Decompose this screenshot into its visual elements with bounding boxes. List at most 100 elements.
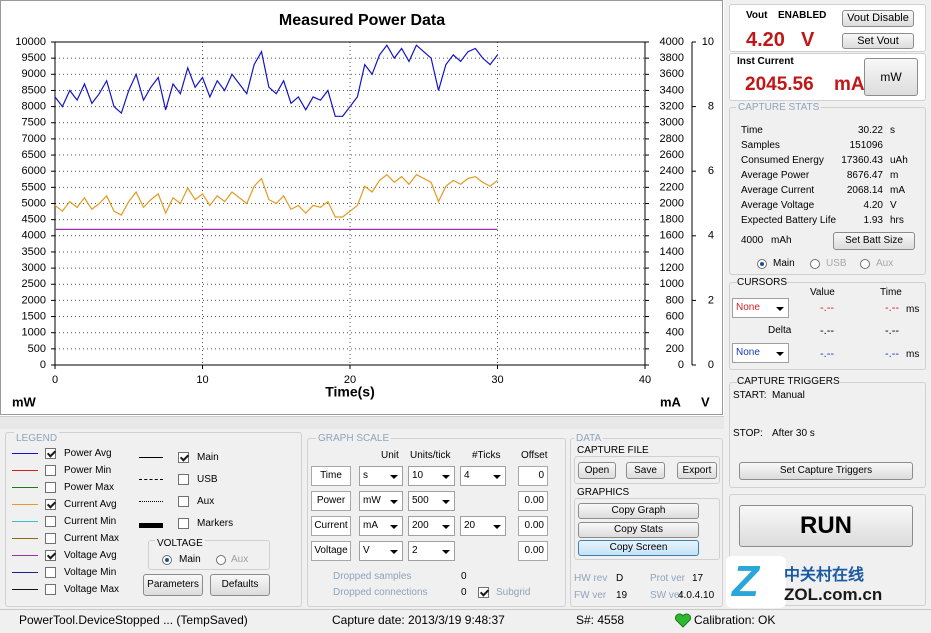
radio-label: USB — [826, 258, 847, 269]
legend-checkbox[interactable] — [45, 516, 56, 527]
unit-select[interactable]: mW — [359, 491, 403, 511]
legend-checkbox[interactable] — [45, 499, 56, 510]
offset-input[interactable]: 0.00 — [518, 516, 548, 536]
vout-disable-button[interactable]: Vout Disable — [842, 10, 914, 27]
line-style-checkbox[interactable] — [178, 474, 189, 485]
set-triggers-button[interactable]: Set Capture Triggers — [739, 462, 913, 480]
x-tick-label: 0 — [52, 374, 58, 386]
group-title: VOLTAGE — [155, 537, 205, 551]
capture-file-group — [574, 456, 720, 484]
graphics-button[interactable]: Copy Stats — [578, 521, 699, 538]
capture-file-button[interactable]: Save — [626, 462, 665, 479]
line-style-checkbox[interactable] — [178, 518, 189, 529]
per-tick-select[interactable]: 2 — [408, 541, 455, 561]
radio[interactable] — [860, 259, 870, 269]
offset-input[interactable]: 0 — [518, 466, 548, 486]
y2-tick-label: 1800 — [660, 214, 684, 226]
column-header: Units/tick — [410, 450, 451, 461]
subgrid-checkbox[interactable] — [478, 587, 489, 598]
run-button[interactable]: RUN — [739, 505, 913, 547]
unit-select[interactable]: mA — [359, 516, 403, 536]
legend-entry: Voltage Avg — [64, 550, 117, 561]
chart: Measured Power Data Time(s) mW mA V 0 500… — [0, 0, 724, 416]
line-style-checkbox[interactable] — [178, 496, 189, 507]
legend-entry: Current Avg — [64, 499, 117, 510]
unit-select[interactable]: s — [359, 466, 403, 486]
offset-input[interactable]: 0.00 — [518, 491, 548, 511]
graphics-button[interactable]: Copy Screen — [578, 540, 699, 556]
y2-tick-label: 3400 — [660, 84, 684, 96]
legend-entry: Voltage Max — [64, 584, 120, 595]
radio[interactable] — [757, 259, 767, 269]
legend-swatch — [12, 555, 38, 556]
graphics-button[interactable]: Copy Graph — [578, 503, 699, 519]
legend-checkbox[interactable] — [45, 584, 56, 595]
y-tick-label: 3000 — [22, 262, 46, 274]
y2-tick-label: 2000 — [660, 197, 684, 209]
line-style-checkbox[interactable] — [178, 452, 189, 463]
stat-label: Average Voltage — [741, 200, 815, 211]
legend-checkbox[interactable] — [45, 533, 56, 544]
parameters-button[interactable]: Parameters — [143, 574, 203, 596]
unit-toggle-button[interactable]: mW — [864, 58, 918, 96]
cursor-select[interactable]: None — [732, 343, 789, 363]
offset-input[interactable]: 0.00 — [518, 541, 548, 561]
per-tick-select[interactable]: 200 — [408, 516, 455, 536]
stat-label: Average Current — [741, 185, 815, 196]
column-header: Offset — [521, 450, 548, 461]
legend-entry: Power Max — [64, 482, 115, 493]
radio[interactable] — [810, 259, 820, 269]
scrollbar[interactable] — [0, 416, 724, 429]
cursor-unit: ms — [906, 304, 920, 315]
radio[interactable] — [162, 555, 172, 565]
series-line — [54, 173, 498, 218]
y-tick-label: 500 — [28, 343, 46, 355]
unit-select[interactable]: V — [359, 541, 403, 561]
cursor-value: -.-- — [820, 302, 835, 314]
legend-checkbox[interactable] — [45, 550, 56, 561]
group-title: DATA — [574, 432, 604, 446]
defaults-button[interactable]: Defaults — [210, 574, 270, 596]
group-title: CURSORS — [737, 276, 788, 290]
status-bar — [0, 609, 931, 633]
plot-frame — [54, 41, 646, 366]
y2-tick-label: 4000 — [660, 36, 684, 48]
y2-tick-label: 800 — [666, 294, 684, 306]
y-tick-label: 10000 — [15, 36, 46, 48]
capture-file-button[interactable]: Export — [677, 462, 717, 479]
stat-label: Samples — [741, 140, 780, 151]
y-tick-label: 2500 — [22, 278, 46, 290]
scale-row-label: Current — [311, 516, 351, 536]
y-tick-label: 3500 — [22, 246, 46, 258]
ticks-select[interactable]: 4 — [460, 466, 506, 486]
legend-swatch — [12, 453, 38, 454]
legend-swatch — [12, 487, 38, 488]
set-vout-button[interactable]: Set Vout — [842, 33, 914, 49]
y3-tick-label: 8 — [708, 101, 714, 113]
stat-label: Expected Battery Life — [741, 215, 837, 226]
batt-unit: mAh — [771, 235, 792, 246]
heart-shape — [675, 613, 691, 628]
y2-tick-label: 1600 — [660, 230, 684, 242]
stat-unit: s — [890, 125, 895, 136]
y-tick-label: 6000 — [22, 165, 46, 177]
group-title: CAPTURE FILE — [577, 445, 649, 456]
vout-label: Vout — [746, 10, 768, 21]
column-header: Time — [880, 287, 902, 298]
inst-current-value: 2045.56 — [745, 74, 814, 95]
cursor-time: -.-- — [885, 348, 900, 360]
radio[interactable] — [216, 555, 226, 565]
cursor-select[interactable]: None — [732, 298, 789, 318]
legend-checkbox[interactable] — [45, 482, 56, 493]
capture-file-button[interactable]: Open — [578, 462, 616, 479]
legend-checkbox[interactable] — [45, 465, 56, 476]
per-tick-select[interactable]: 500 — [408, 491, 455, 511]
status-text: PowerTool.DeviceStopped ... (TempSaved) — [19, 613, 248, 627]
set-batt-size-button[interactable]: Set Batt Size — [833, 232, 915, 250]
per-tick-select[interactable]: 10 — [408, 466, 455, 486]
ticks-select[interactable]: 20 — [460, 516, 506, 536]
legend-checkbox[interactable] — [45, 567, 56, 578]
legend-checkbox[interactable] — [45, 448, 56, 459]
status-text: S#: 4558 — [576, 613, 625, 627]
